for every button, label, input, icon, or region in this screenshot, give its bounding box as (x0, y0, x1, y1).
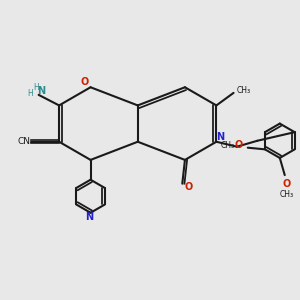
Text: CH₃: CH₃ (220, 140, 234, 149)
Text: O: O (282, 179, 290, 189)
Text: O: O (234, 140, 243, 150)
Text: N: N (37, 85, 45, 96)
Text: N: N (85, 212, 93, 222)
Text: CH₃: CH₃ (279, 190, 293, 199)
Text: CH₃: CH₃ (237, 86, 251, 95)
Text: CN: CN (17, 137, 30, 146)
Text: H: H (33, 83, 39, 92)
Text: O: O (80, 77, 89, 87)
Text: N: N (216, 132, 224, 142)
Text: O: O (184, 182, 192, 192)
Text: H: H (28, 89, 33, 98)
